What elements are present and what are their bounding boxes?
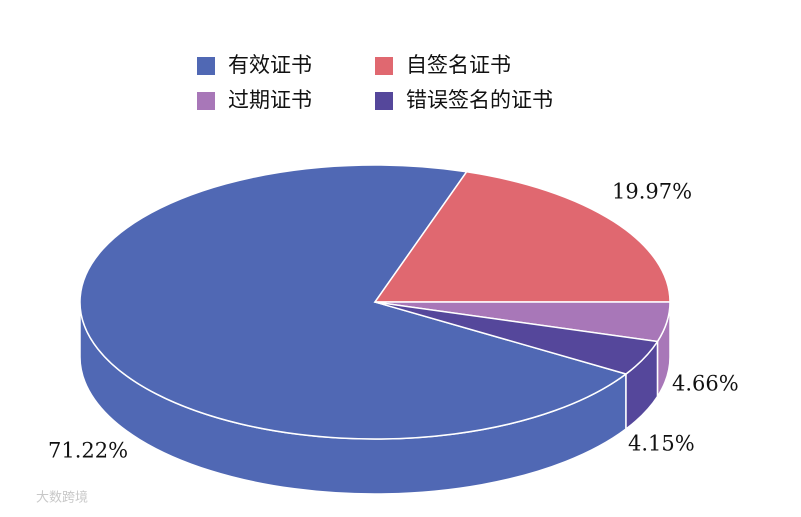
value-label: 71.22%	[48, 439, 128, 463]
value-label: 4.15%	[628, 432, 695, 456]
legend-swatch	[197, 57, 215, 75]
watermark: 大数跨境	[36, 491, 88, 506]
legend-swatch	[197, 92, 215, 110]
value-label: 19.97%	[612, 180, 692, 204]
slice	[374, 301, 659, 375]
slice	[373, 170, 671, 303]
legend-swatch	[375, 57, 393, 75]
legend-text: 错误签名的证书	[406, 88, 553, 112]
legend-swatch	[375, 92, 393, 110]
legend-text: 有效证书	[228, 53, 312, 77]
legend-text: 自签名证书	[406, 53, 511, 77]
value-label: 4.66%	[672, 372, 739, 396]
legend-text: 过期证书	[228, 88, 312, 112]
slice	[79, 164, 628, 440]
